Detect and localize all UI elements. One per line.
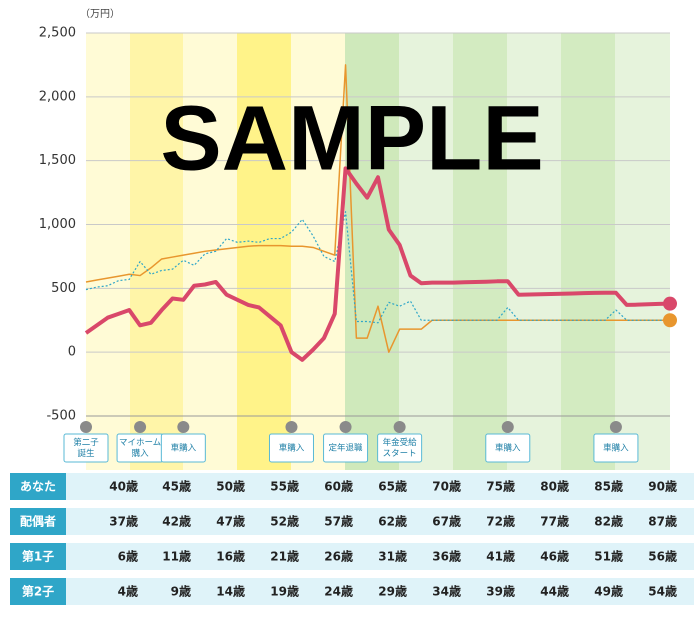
y-tick-label: -500 (46, 409, 76, 424)
table-cell: 50歳 (216, 479, 245, 494)
table-cell: 62歳 (378, 514, 407, 529)
watermark: SAMPLE (160, 87, 543, 189)
table-cell: 77歳 (540, 514, 569, 529)
table-cell: 40歳 (109, 479, 138, 494)
table-cell: 44歳 (540, 584, 569, 599)
table-cell: 90歳 (648, 479, 677, 494)
table-cell: 67歳 (432, 514, 461, 529)
table-cell: 21歳 (270, 549, 299, 564)
table-cell: 70歳 (432, 479, 461, 494)
unit-label: （万円） (80, 8, 120, 20)
event-box (63, 433, 109, 463)
event-icon (134, 421, 147, 433)
table-cell: 29歳 (378, 584, 407, 599)
table-cell: 57歳 (324, 514, 353, 529)
event-label: 購入 (132, 448, 150, 459)
table-cell: 9歳 (171, 584, 191, 599)
row-bg (10, 543, 694, 570)
table-cell: 19歳 (270, 584, 299, 599)
table-cell: 55歳 (270, 479, 299, 494)
y-tick-label: 0 (68, 345, 76, 360)
row-header: 配偶者 (20, 514, 56, 529)
table-cell: 36歳 (432, 549, 461, 564)
table-cell: 51歳 (594, 549, 623, 564)
table-cell: 72歳 (486, 514, 515, 529)
table-cell: 54歳 (648, 584, 677, 599)
event-icon (609, 421, 622, 433)
row-bg (10, 578, 694, 605)
row-header-bg (10, 473, 66, 500)
table-cell: 45歳 (162, 479, 191, 494)
row-header: あなた (20, 480, 56, 494)
event-icon (501, 421, 514, 433)
event-label: 年金受給 (383, 437, 418, 448)
table-cell: 16歳 (216, 549, 245, 564)
y-tick-label: 500 (51, 281, 76, 296)
event-label: 車購入 (279, 443, 305, 454)
end-marker (663, 313, 677, 328)
event-label: 車購入 (603, 443, 629, 454)
event-label: 誕生 (77, 448, 95, 459)
table-cell: 87歳 (648, 514, 677, 529)
row-header: 第2子 (22, 584, 54, 599)
series-line (85, 211, 670, 324)
event-icon (285, 421, 298, 433)
table-cell: 52歳 (270, 514, 299, 529)
event-icon (177, 421, 190, 433)
table-cell: 24歳 (324, 584, 353, 599)
table-cell: 26歳 (324, 549, 353, 564)
table-cell: 41歳 (486, 549, 515, 564)
event-label: 定年退職 (329, 443, 364, 454)
row-header-bg (10, 508, 66, 535)
table-cell: 47歳 (216, 514, 245, 529)
table-cell: 37歳 (109, 514, 138, 529)
row-bg (10, 473, 694, 500)
event-icon (339, 421, 352, 433)
event-icon (393, 421, 406, 433)
y-tick-label: 1,000 (39, 217, 76, 232)
table-cell: 65歳 (378, 479, 407, 494)
table-cell: 49歳 (594, 584, 623, 599)
event-label: スタート (383, 449, 417, 459)
table-cell: 11歳 (162, 549, 191, 564)
y-tick-label: 1,500 (39, 153, 76, 168)
table-cell: 39歳 (486, 584, 515, 599)
table-cell: 80歳 (540, 479, 569, 494)
event-box (377, 433, 423, 463)
event-label: 第二子 (73, 437, 99, 448)
event-box (323, 433, 369, 463)
event-label: 車購入 (171, 443, 197, 454)
table-cell: 82歳 (594, 514, 623, 529)
y-tick-label: 2,500 (39, 26, 76, 41)
series-line (84, 166, 671, 362)
table-cell: 85歳 (594, 479, 623, 494)
background-bands (86, 33, 670, 470)
row-header: 第1子 (22, 549, 54, 564)
table-cell: 4歳 (118, 584, 138, 599)
table-cell: 6歳 (118, 549, 138, 564)
table-cell: 31歳 (378, 549, 407, 564)
end-marker (663, 296, 677, 311)
table-cell: 56歳 (648, 549, 677, 564)
event-label: マイホーム (119, 438, 161, 448)
event-icon (80, 421, 92, 433)
event-box (593, 433, 639, 463)
table-cell: 60歳 (324, 479, 353, 494)
event-box (160, 433, 206, 463)
table-cell: 46歳 (540, 549, 569, 564)
table-cell: 75歳 (486, 479, 515, 494)
row-header-bg (10, 578, 66, 605)
table-cell: 34歳 (432, 584, 461, 599)
event-box (268, 433, 314, 463)
event-label: 車購入 (495, 443, 521, 454)
table-cell: 42歳 (162, 514, 191, 529)
y-tick-label: 2,000 (39, 89, 76, 104)
table-cell: 14歳 (216, 584, 245, 599)
row-header-bg (10, 543, 66, 570)
row-bg (10, 508, 694, 535)
event-box (485, 433, 531, 463)
